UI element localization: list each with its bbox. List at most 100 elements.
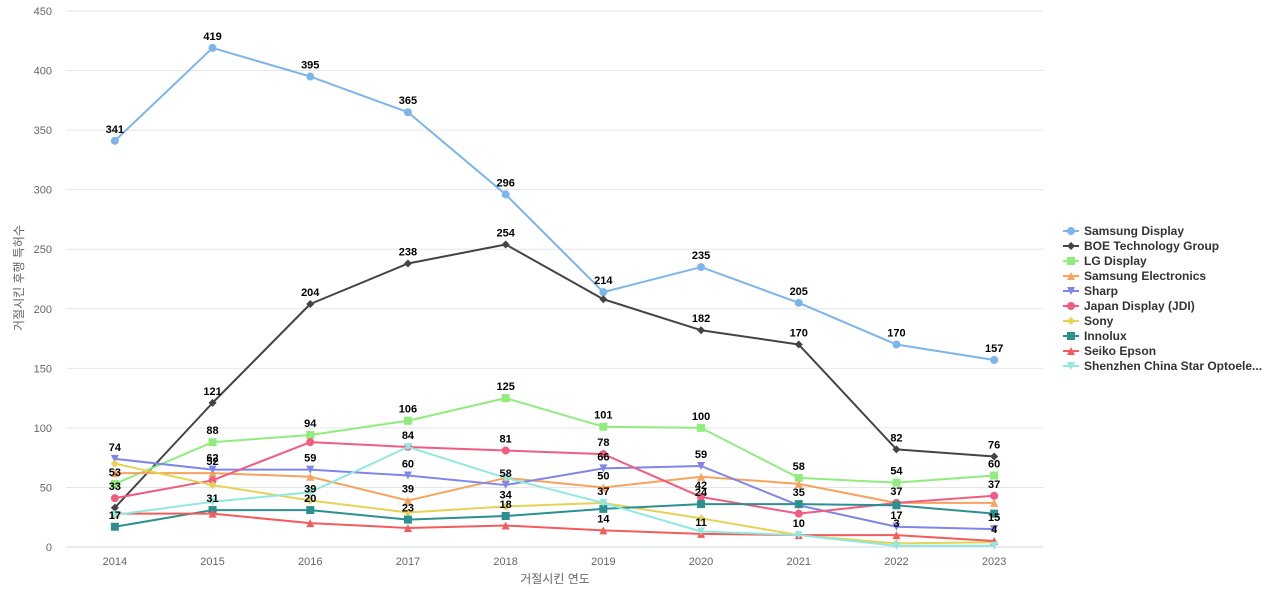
data-point[interactable] bbox=[892, 501, 901, 510]
data-point[interactable] bbox=[990, 491, 999, 500]
series-samsung-display[interactable] bbox=[110, 43, 999, 364]
data-point[interactable] bbox=[501, 240, 510, 249]
data-point[interactable] bbox=[110, 503, 119, 512]
data-point[interactable] bbox=[990, 452, 999, 461]
data-point[interactable] bbox=[599, 504, 608, 513]
data-point[interactable] bbox=[990, 509, 999, 518]
legend-item[interactable]: BOE Technology Group bbox=[1063, 239, 1219, 253]
data-point[interactable] bbox=[990, 355, 999, 364]
legend-marker[interactable] bbox=[1067, 362, 1075, 370]
data-point[interactable] bbox=[697, 527, 706, 536]
data-point[interactable] bbox=[990, 498, 999, 507]
series-sharp[interactable] bbox=[110, 454, 999, 534]
data-point[interactable] bbox=[208, 465, 217, 474]
data-point[interactable] bbox=[892, 522, 901, 531]
data-point[interactable] bbox=[306, 431, 315, 440]
legend-item[interactable]: LG Display bbox=[1063, 254, 1147, 268]
data-point[interactable] bbox=[306, 506, 315, 515]
data-point[interactable] bbox=[306, 496, 315, 505]
series-lg-display[interactable] bbox=[110, 394, 999, 488]
data-point[interactable] bbox=[501, 521, 510, 530]
data-point[interactable] bbox=[599, 450, 608, 459]
data-point[interactable] bbox=[794, 479, 803, 488]
legend-marker[interactable] bbox=[1067, 332, 1075, 340]
data-point[interactable] bbox=[403, 471, 412, 480]
data-point[interactable] bbox=[697, 263, 706, 272]
data-point[interactable] bbox=[208, 509, 217, 518]
data-point[interactable] bbox=[501, 394, 510, 403]
data-point[interactable] bbox=[501, 481, 510, 490]
data-point[interactable] bbox=[794, 531, 803, 540]
legend-marker[interactable] bbox=[1067, 302, 1075, 310]
data-point[interactable] bbox=[990, 525, 999, 534]
data-point[interactable] bbox=[403, 508, 412, 517]
data-point[interactable] bbox=[110, 459, 119, 468]
data-point[interactable] bbox=[110, 479, 119, 488]
legend-marker[interactable] bbox=[1067, 317, 1075, 325]
data-point[interactable] bbox=[306, 72, 315, 81]
data-point[interactable] bbox=[208, 481, 217, 490]
legend-item[interactable]: Seiko Epson bbox=[1063, 344, 1156, 358]
data-point[interactable] bbox=[697, 423, 706, 432]
data-point[interactable] bbox=[794, 500, 803, 509]
data-point[interactable] bbox=[208, 476, 217, 485]
data-point[interactable] bbox=[501, 502, 510, 511]
data-point[interactable] bbox=[892, 541, 901, 550]
legend-marker[interactable] bbox=[1067, 227, 1075, 235]
data-point[interactable] bbox=[110, 494, 119, 503]
data-point[interactable] bbox=[599, 295, 608, 304]
legend-marker[interactable] bbox=[1067, 287, 1075, 295]
data-point[interactable] bbox=[501, 190, 510, 199]
data-point[interactable] bbox=[208, 438, 217, 447]
series-innolux[interactable] bbox=[110, 500, 999, 531]
data-point[interactable] bbox=[892, 531, 901, 540]
legend-marker[interactable] bbox=[1067, 272, 1075, 280]
legend-item[interactable]: Sharp bbox=[1063, 284, 1118, 298]
legend-item[interactable]: Japan Display (JDI) bbox=[1063, 299, 1195, 313]
legend-item[interactable]: Samsung Electronics bbox=[1063, 269, 1206, 283]
legend-marker[interactable] bbox=[1067, 347, 1075, 355]
legend-item[interactable]: Shenzhen China Star Optoele... bbox=[1063, 359, 1262, 373]
data-point[interactable] bbox=[697, 500, 706, 509]
legend-marker[interactable] bbox=[1067, 257, 1075, 265]
data-point[interactable] bbox=[599, 422, 608, 431]
legend-marker[interactable] bbox=[1067, 242, 1075, 250]
data-point[interactable] bbox=[501, 512, 510, 521]
data-point[interactable] bbox=[892, 340, 901, 349]
data-point[interactable] bbox=[990, 541, 999, 550]
series-shenzhen-china-star-optoele-[interactable] bbox=[110, 442, 999, 550]
data-point[interactable] bbox=[697, 462, 706, 471]
data-point[interactable] bbox=[306, 488, 315, 497]
data-point[interactable] bbox=[110, 136, 119, 145]
data-point[interactable] bbox=[403, 416, 412, 425]
data-point[interactable] bbox=[306, 472, 315, 481]
data-point[interactable] bbox=[697, 492, 706, 501]
data-point[interactable] bbox=[306, 438, 315, 447]
data-point[interactable] bbox=[599, 483, 608, 492]
data-point[interactable] bbox=[794, 340, 803, 349]
data-point[interactable] bbox=[794, 509, 803, 518]
data-point[interactable] bbox=[599, 498, 608, 507]
data-point[interactable] bbox=[306, 465, 315, 474]
data-point[interactable] bbox=[403, 108, 412, 117]
data-point[interactable] bbox=[306, 300, 315, 309]
data-point[interactable] bbox=[403, 442, 412, 451]
data-point[interactable] bbox=[403, 515, 412, 524]
data-point[interactable] bbox=[110, 454, 119, 463]
data-point[interactable] bbox=[501, 473, 510, 482]
legend-item[interactable]: Samsung Display bbox=[1063, 224, 1184, 238]
data-point[interactable] bbox=[892, 478, 901, 487]
data-point[interactable] bbox=[794, 298, 803, 307]
data-point[interactable] bbox=[501, 446, 510, 455]
data-point[interactable] bbox=[208, 43, 217, 52]
data-point[interactable] bbox=[599, 526, 608, 535]
data-point[interactable] bbox=[990, 471, 999, 480]
series-boe-technology-group[interactable] bbox=[110, 240, 999, 512]
data-point[interactable] bbox=[110, 522, 119, 531]
data-point[interactable] bbox=[403, 496, 412, 505]
data-point[interactable] bbox=[110, 469, 119, 478]
data-point[interactable] bbox=[599, 288, 608, 297]
data-point[interactable] bbox=[403, 523, 412, 532]
series-samsung-electronics[interactable] bbox=[110, 469, 999, 507]
